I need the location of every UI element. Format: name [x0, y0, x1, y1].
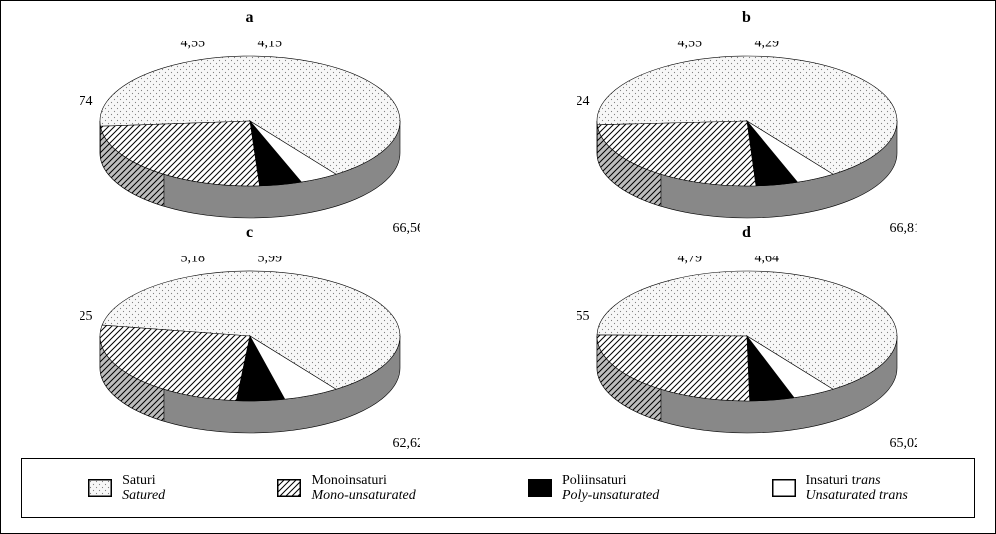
slice-label-trans: 5,99: [257, 256, 282, 265]
slice-label-saturi: 65,02: [889, 436, 917, 451]
slice-label-mono: 25,24: [577, 94, 590, 109]
legend-label-bottom: Mono-unsaturated: [311, 488, 415, 503]
slice-label-poli: 4,79: [677, 256, 702, 265]
slice-label-mono: 26,25: [80, 309, 93, 324]
chart-title-a: a: [246, 9, 254, 27]
legend-label-top: Poliinsaturi: [562, 473, 659, 488]
pie-chart-b: 66,8125,244,554,29: [577, 41, 917, 241]
charts-grid: a 66,5: [1, 1, 995, 431]
chart-cell-a: a 66,5: [1, 1, 498, 216]
legend-text-trans: Insaturi trans Unsaturated trans: [806, 473, 908, 504]
chart-cell-d: d 65,0: [498, 216, 995, 431]
pie-chart-c: 62,62 26,25 5,18 5,99: [80, 256, 420, 456]
legend-label-bottom: Satured: [122, 488, 165, 503]
pie-chart-d: 65,02 25,55 4,79 4,64: [577, 256, 917, 456]
legend-swatch-saturi: [88, 479, 112, 497]
slice-label-saturi: 62,62: [392, 436, 420, 451]
legend-item-poli: Poliinsaturi Poly-unsaturated: [528, 473, 659, 504]
legend-swatch-trans: [772, 479, 796, 497]
slice-label-trans: 4,64: [754, 256, 779, 265]
legend-label-top: Saturi: [122, 473, 165, 488]
slice-label-trans: 4,15: [257, 41, 282, 50]
legend-swatch-mono: [277, 479, 301, 497]
slice-label-mono: 24,74: [80, 94, 93, 109]
legend-text-saturi: Saturi Satured: [122, 473, 165, 504]
chart-title-c: c: [246, 224, 253, 242]
chart-cell-b: b 66,8: [498, 1, 995, 216]
slice-label-mono: 25,55: [577, 309, 590, 324]
legend-text-poli: Poliinsaturi Poly-unsaturated: [562, 473, 659, 504]
legend-text-mono: Monoinsaturi Mono-unsaturated: [311, 473, 415, 504]
slice-label-poli: 4,55: [180, 41, 205, 50]
legend-label-top: Monoinsaturi: [311, 473, 415, 488]
legend-item-mono: Monoinsaturi Mono-unsaturated: [277, 473, 415, 504]
pie-chart-a: 66,5624,744,554,15: [80, 41, 420, 241]
chart-title-d: d: [742, 224, 751, 242]
legend-item-trans: Insaturi trans Unsaturated trans: [772, 473, 908, 504]
legend-label-bottom: Unsaturated trans: [806, 488, 908, 503]
chart-cell-c: c 62,6: [1, 216, 498, 431]
legend-item-saturi: Saturi Satured: [88, 473, 165, 504]
legend: Saturi Satured Monoin: [21, 458, 975, 518]
legend-label-bottom: Poly-unsaturated: [562, 488, 659, 503]
slice-label-poli: 5,18: [180, 256, 205, 265]
slice-label-trans: 4,29: [754, 41, 779, 50]
chart-title-b: b: [742, 9, 751, 27]
legend-label-top: Insaturi trans: [806, 473, 908, 488]
legend-swatch-poli: [528, 479, 552, 497]
slice-label-poli: 4,55: [677, 41, 702, 50]
figure-frame: a 66,5: [0, 0, 996, 534]
